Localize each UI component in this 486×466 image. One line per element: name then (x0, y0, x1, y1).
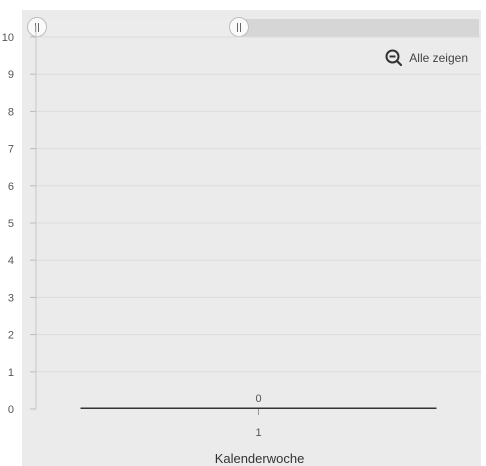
reset-zoom-label: Alle zeigen (409, 51, 468, 65)
reset-zoom-button[interactable]: Alle zeigen (385, 48, 468, 68)
y-tick-label: 3 (8, 292, 14, 304)
bar (80, 407, 437, 409)
y-tick-label: 7 (8, 144, 14, 156)
x-tick-label: 1 (255, 427, 261, 439)
y-tick-label: 1 (8, 367, 14, 379)
y-tick-label: 4 (8, 255, 14, 267)
x-axis-title: Kalenderwoche (215, 451, 305, 466)
y-tick-label: 10 (2, 32, 14, 44)
y-tick-label: 8 (8, 106, 14, 118)
y-tick-label: 6 (8, 181, 14, 193)
data-label: 0 (255, 393, 261, 405)
y-tick-label: 5 (8, 218, 14, 230)
zoom-selected-range[interactable] (27, 19, 240, 37)
y-tick-label: 0 (8, 404, 14, 416)
y-tick-label: 2 (8, 330, 14, 342)
plot-background (22, 10, 481, 466)
y-tick-label: 9 (8, 69, 14, 81)
zoom-out-icon (385, 49, 403, 67)
